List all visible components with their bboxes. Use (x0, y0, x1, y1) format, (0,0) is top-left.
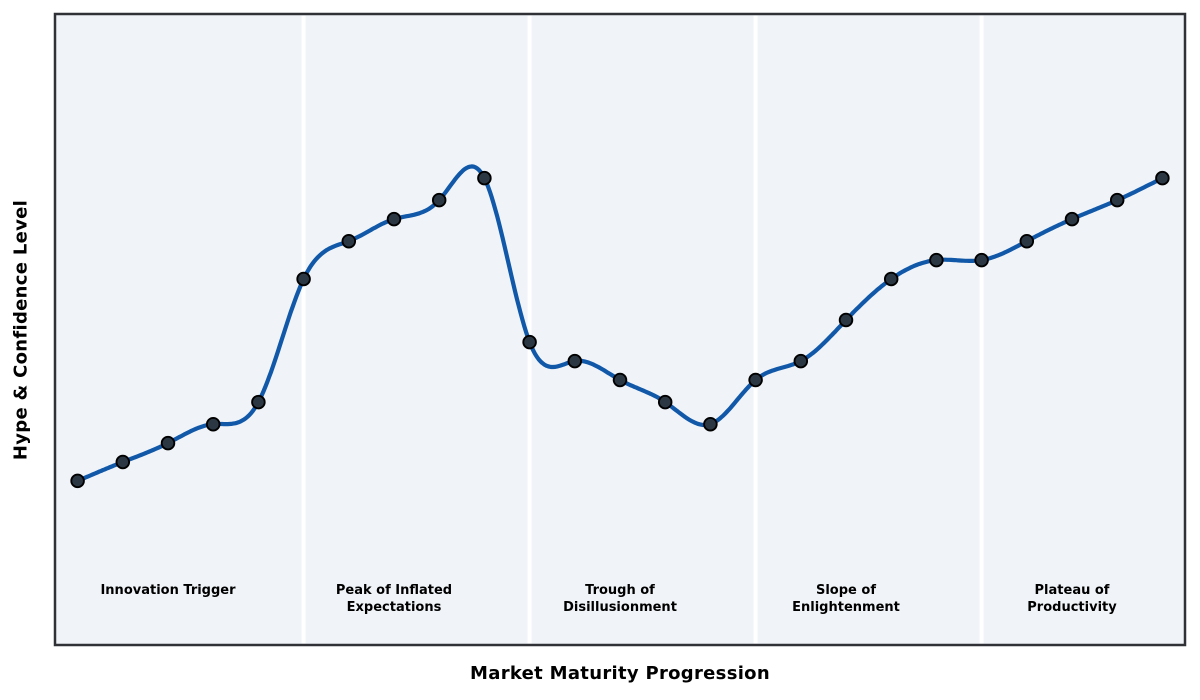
data-point-marker (251, 394, 266, 410)
data-point-marker (296, 271, 311, 287)
data-point-marker (431, 192, 447, 208)
data-point-marker (1019, 233, 1035, 249)
data-point-marker (974, 252, 989, 268)
data-point-marker (793, 353, 809, 369)
data-point-marker (657, 394, 673, 410)
data-point-marker (703, 416, 718, 432)
data-point-marker (1064, 211, 1080, 227)
data-point-marker (1155, 170, 1170, 186)
plot-border (53, 12, 1187, 647)
data-point-marker (522, 334, 537, 350)
data-point-marker (883, 271, 899, 287)
data-point-marker (477, 170, 492, 186)
phase-label-plateau-of-productivity: Plateau of Productivity (1027, 582, 1117, 615)
plot-background (55, 14, 1185, 645)
data-point-marker (70, 473, 85, 489)
data-point-marker (612, 372, 628, 388)
phase-label-innovation-trigger: Innovation Trigger (100, 582, 236, 598)
data-point-marker (838, 312, 854, 328)
data-point-marker (929, 252, 944, 268)
phase-label-peak-of-inflated-expectations: Peak of Inflated Expectations (335, 582, 453, 615)
data-point-marker (1109, 192, 1125, 208)
phase-label-slope-of-enlightenment: Slope of Enlightenment (792, 582, 900, 615)
data-point-marker (205, 416, 221, 432)
y-axis-title: Hype & Confidence Level (10, 199, 32, 461)
data-point-marker (160, 435, 176, 451)
data-point-marker (748, 372, 763, 388)
data-point-marker (567, 353, 583, 369)
x-axis-title: Market Maturity Progression (470, 663, 770, 684)
data-point-marker (341, 233, 357, 249)
data-point-marker (115, 454, 131, 470)
phase-label-trough-of-disillusionment: Trough of Disillusionment (563, 582, 677, 615)
data-point-marker (386, 211, 402, 227)
